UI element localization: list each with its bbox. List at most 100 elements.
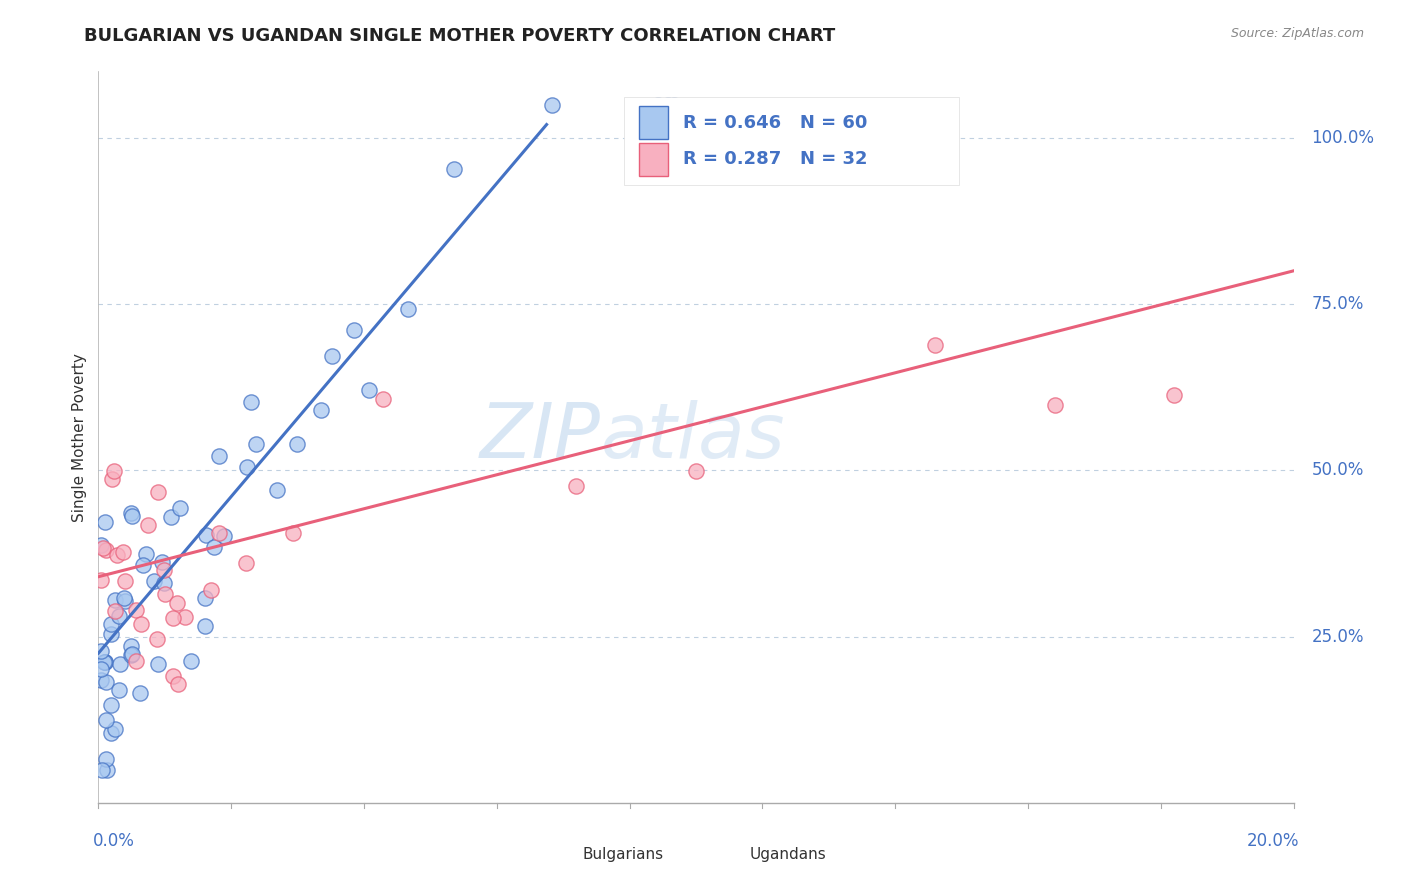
Point (343, 323, 366, 337)
Point (235, 556, 257, 570)
Text: 75.0%: 75.0% (1312, 295, 1364, 313)
Point (285, 437, 308, 451)
Point (114, 574, 136, 589)
Point (174, 610, 197, 624)
Point (104, 604, 127, 618)
Point (110, 657, 132, 671)
Point (100, 616, 122, 631)
Point (240, 395, 263, 409)
Point (193, 619, 215, 633)
Point (443, 161, 465, 176)
Point (93, 655, 115, 669)
Point (321, 349, 343, 363)
Point (155, 587, 177, 601)
Point (202, 541, 225, 555)
Bar (720, 841, 747, 867)
Point (91, 763, 114, 777)
Point (169, 500, 191, 515)
Point (159, 510, 181, 524)
Point (104, 722, 127, 736)
Point (107, 682, 129, 697)
Point (105, 549, 128, 563)
Bar (553, 841, 579, 867)
Point (924, 338, 946, 352)
Y-axis label: Single Mother Poverty: Single Mother Poverty (72, 352, 87, 522)
Point (121, 647, 143, 661)
Point (236, 459, 259, 474)
Point (208, 449, 231, 463)
Point (94, 543, 117, 558)
Bar (624, 97, 959, 185)
Text: 100.0%: 100.0% (1312, 128, 1375, 147)
Text: BULGARIAN VS UGANDAN SINGLE MOTHER POVERTY CORRELATION CHART: BULGARIAN VS UGANDAN SINGLE MOTHER POVER… (84, 27, 835, 45)
Point (207, 525, 229, 540)
Point (540, 97, 562, 112)
Point (146, 657, 169, 672)
Point (266, 483, 288, 498)
Point (135, 548, 157, 562)
Point (114, 594, 136, 608)
Point (128, 686, 150, 700)
Point (664, 97, 686, 112)
Point (167, 677, 190, 691)
Point (148, 484, 170, 499)
Point (96, 763, 118, 777)
Point (120, 639, 142, 653)
Text: 0.0%: 0.0% (93, 832, 135, 850)
Point (93, 655, 115, 669)
Point (194, 591, 217, 605)
Point (195, 528, 218, 542)
Point (146, 632, 169, 646)
Point (396, 301, 419, 316)
Text: atlas: atlas (600, 401, 785, 474)
Point (1163, 388, 1185, 402)
Point (91, 541, 114, 555)
Text: ZIP: ZIP (479, 401, 600, 474)
Bar (638, 143, 668, 176)
Point (93, 655, 115, 669)
Point (121, 508, 143, 523)
Text: 25.0%: 25.0% (1312, 628, 1364, 646)
Point (309, 403, 332, 417)
Text: 20.0%: 20.0% (1247, 832, 1299, 850)
Point (125, 603, 148, 617)
Point (94, 752, 117, 766)
Point (94, 675, 117, 690)
Point (90, 643, 112, 657)
Point (131, 558, 153, 572)
Point (120, 648, 142, 662)
Point (180, 654, 202, 668)
Point (166, 596, 188, 610)
Point (90, 673, 112, 688)
Point (359, 383, 381, 397)
Point (245, 437, 267, 451)
Point (129, 617, 152, 632)
Point (162, 611, 184, 625)
Point (136, 517, 159, 532)
Point (90, 662, 112, 676)
Text: Source: ZipAtlas.com: Source: ZipAtlas.com (1230, 27, 1364, 40)
Point (153, 576, 176, 591)
Point (283, 526, 305, 541)
Point (200, 582, 222, 597)
Point (103, 464, 125, 478)
Point (100, 473, 122, 487)
Point (100, 627, 122, 641)
Point (100, 698, 122, 713)
Point (108, 608, 131, 623)
Point (112, 591, 135, 605)
Point (212, 529, 235, 543)
Point (142, 574, 165, 588)
Point (120, 506, 142, 520)
Text: Ugandans: Ugandans (749, 847, 827, 862)
Point (152, 555, 174, 569)
Point (565, 479, 588, 493)
Point (153, 562, 176, 576)
Point (100, 725, 122, 739)
Point (104, 593, 127, 607)
Bar (638, 106, 668, 139)
Point (685, 464, 707, 478)
Point (90, 574, 112, 588)
Point (90, 538, 112, 552)
Text: 50.0%: 50.0% (1312, 461, 1364, 479)
